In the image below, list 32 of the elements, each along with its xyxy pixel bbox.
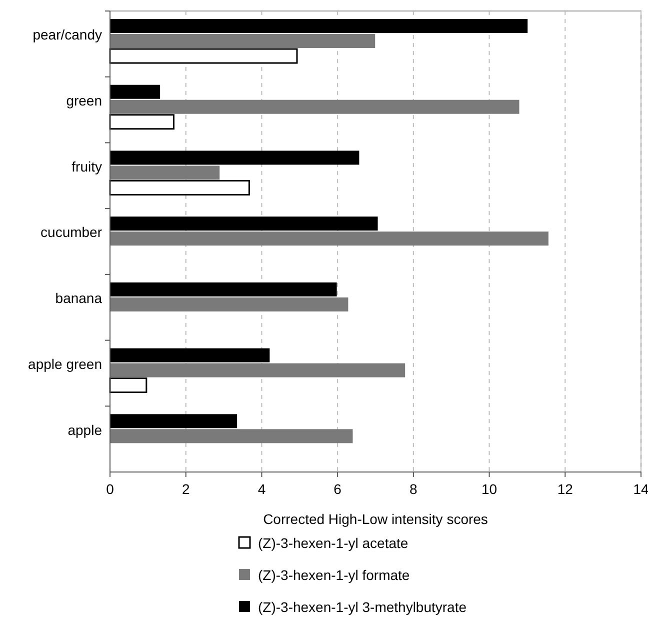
legend-label: (Z)-3-hexen-1-yl acetate — [258, 535, 408, 551]
y-tick-label: pear/candy — [32, 26, 102, 43]
bar — [110, 282, 337, 296]
bar — [110, 150, 360, 165]
x-tick-label: 8 — [410, 481, 418, 497]
bar — [110, 84, 160, 99]
bar — [110, 100, 520, 114]
bar — [110, 363, 406, 378]
legend-label: (Z)-3-hexen-1-yl formate — [258, 567, 410, 583]
bar — [110, 19, 528, 33]
bar — [110, 166, 220, 180]
x-tick-label: 4 — [258, 481, 266, 497]
x-tick-label: 10 — [481, 481, 498, 497]
bar — [110, 297, 348, 312]
x-tick-label: 12 — [557, 481, 574, 497]
x-tick-label: 6 — [334, 481, 342, 497]
y-tick-label: apple green — [28, 356, 102, 372]
y-tick-label: banana — [55, 290, 102, 306]
x-tick-label: 0 — [106, 481, 114, 497]
bar — [110, 414, 238, 428]
x-tick-label: 2 — [182, 481, 190, 497]
y-tick-label: cucumber — [40, 224, 102, 240]
bar — [110, 429, 353, 444]
bar — [110, 34, 376, 48]
y-tick-label: apple — [68, 422, 102, 438]
bar — [110, 216, 378, 231]
y-tick-label: green — [66, 92, 102, 108]
bar — [110, 232, 548, 246]
bar — [110, 348, 270, 362]
y-tick-label: fruity — [72, 158, 102, 174]
x-axis-title: Corrected High-Low intensity scores — [263, 511, 488, 527]
legend-label: (Z)-3-hexen-1-yl 3-methylbutyrate — [258, 599, 467, 615]
